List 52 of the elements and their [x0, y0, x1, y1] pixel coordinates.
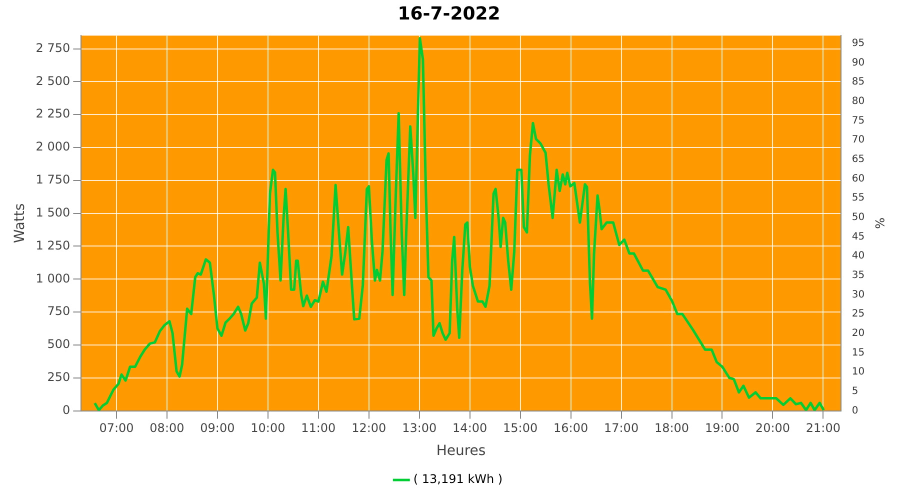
y-tick-label: 1 750: [36, 172, 70, 187]
y-tick-label: 2 250: [36, 106, 70, 121]
chart-title: 16-7-2022: [398, 3, 500, 24]
x-tick-label: 21:00: [806, 421, 841, 436]
y-tick-label: 250: [47, 370, 70, 384]
x-tick-label: 16:00: [554, 421, 588, 436]
y-tick-label: 1 000: [36, 271, 70, 286]
y-tick-label: 500: [47, 337, 70, 352]
y2-tick-label: 60: [852, 173, 865, 184]
y2-tick-label: 35: [852, 270, 865, 282]
y2-tick-label: 20: [852, 328, 865, 340]
y2-tick-label: 85: [852, 76, 865, 88]
x-tick-label: 08:00: [150, 421, 184, 436]
y2-tick-label: 25: [852, 308, 865, 320]
y2-tick-label: 10: [852, 366, 865, 378]
y2-tick-label: 5: [852, 386, 858, 398]
y2-tick-label: 0: [852, 405, 858, 416]
x-tick-label: 11:00: [301, 421, 336, 436]
y2-tick-label: 45: [852, 231, 865, 242]
x-tick-label: 12:00: [352, 421, 386, 436]
y2-tick-label: 75: [852, 115, 865, 126]
y2-tick-label: 50: [852, 212, 865, 223]
y2-tick-label: 95: [852, 38, 865, 49]
x-tick-label: 14:00: [452, 421, 488, 436]
y2-tick-label: 90: [852, 57, 865, 68]
y2-tick-label: 15: [852, 347, 865, 358]
y-tick-label: 2 750: [36, 40, 70, 55]
legend-label: ( 13,191 kWh ): [413, 472, 503, 486]
x-tick-label: 18:00: [654, 421, 690, 436]
y-tick-label: 750: [47, 304, 70, 318]
x-tick-label: 10:00: [250, 421, 286, 436]
y2-tick-label: 40: [852, 250, 865, 262]
y-axis-title: Watts: [12, 203, 28, 244]
x-axis-title: Heures: [436, 443, 486, 460]
y-tick-label: 1 250: [36, 238, 70, 252]
x-tick-label: 17:00: [604, 421, 639, 436]
x-tick-label: 07:00: [99, 421, 134, 436]
x-tick-label: 19:00: [704, 421, 740, 436]
y2-tick-label: 30: [852, 289, 865, 300]
y2-tick-label: 55: [852, 192, 865, 204]
x-tick-label: 09:00: [200, 421, 235, 436]
y-tick-label: 2 000: [36, 140, 70, 154]
x-tick-label: 20:00: [755, 421, 790, 436]
y2-tick-label: 65: [852, 154, 865, 165]
x-tick-label: 15:00: [503, 421, 538, 436]
y2-axis-title: %: [872, 217, 887, 229]
y2-tick-label: 80: [852, 96, 865, 107]
y2-tick-label: 70: [852, 134, 865, 146]
x-tick-label: 13:00: [402, 421, 437, 436]
y-tick-label: 0: [62, 402, 70, 417]
y-tick-label: 1 500: [36, 205, 70, 220]
y-tick-label: 2 500: [36, 74, 70, 88]
